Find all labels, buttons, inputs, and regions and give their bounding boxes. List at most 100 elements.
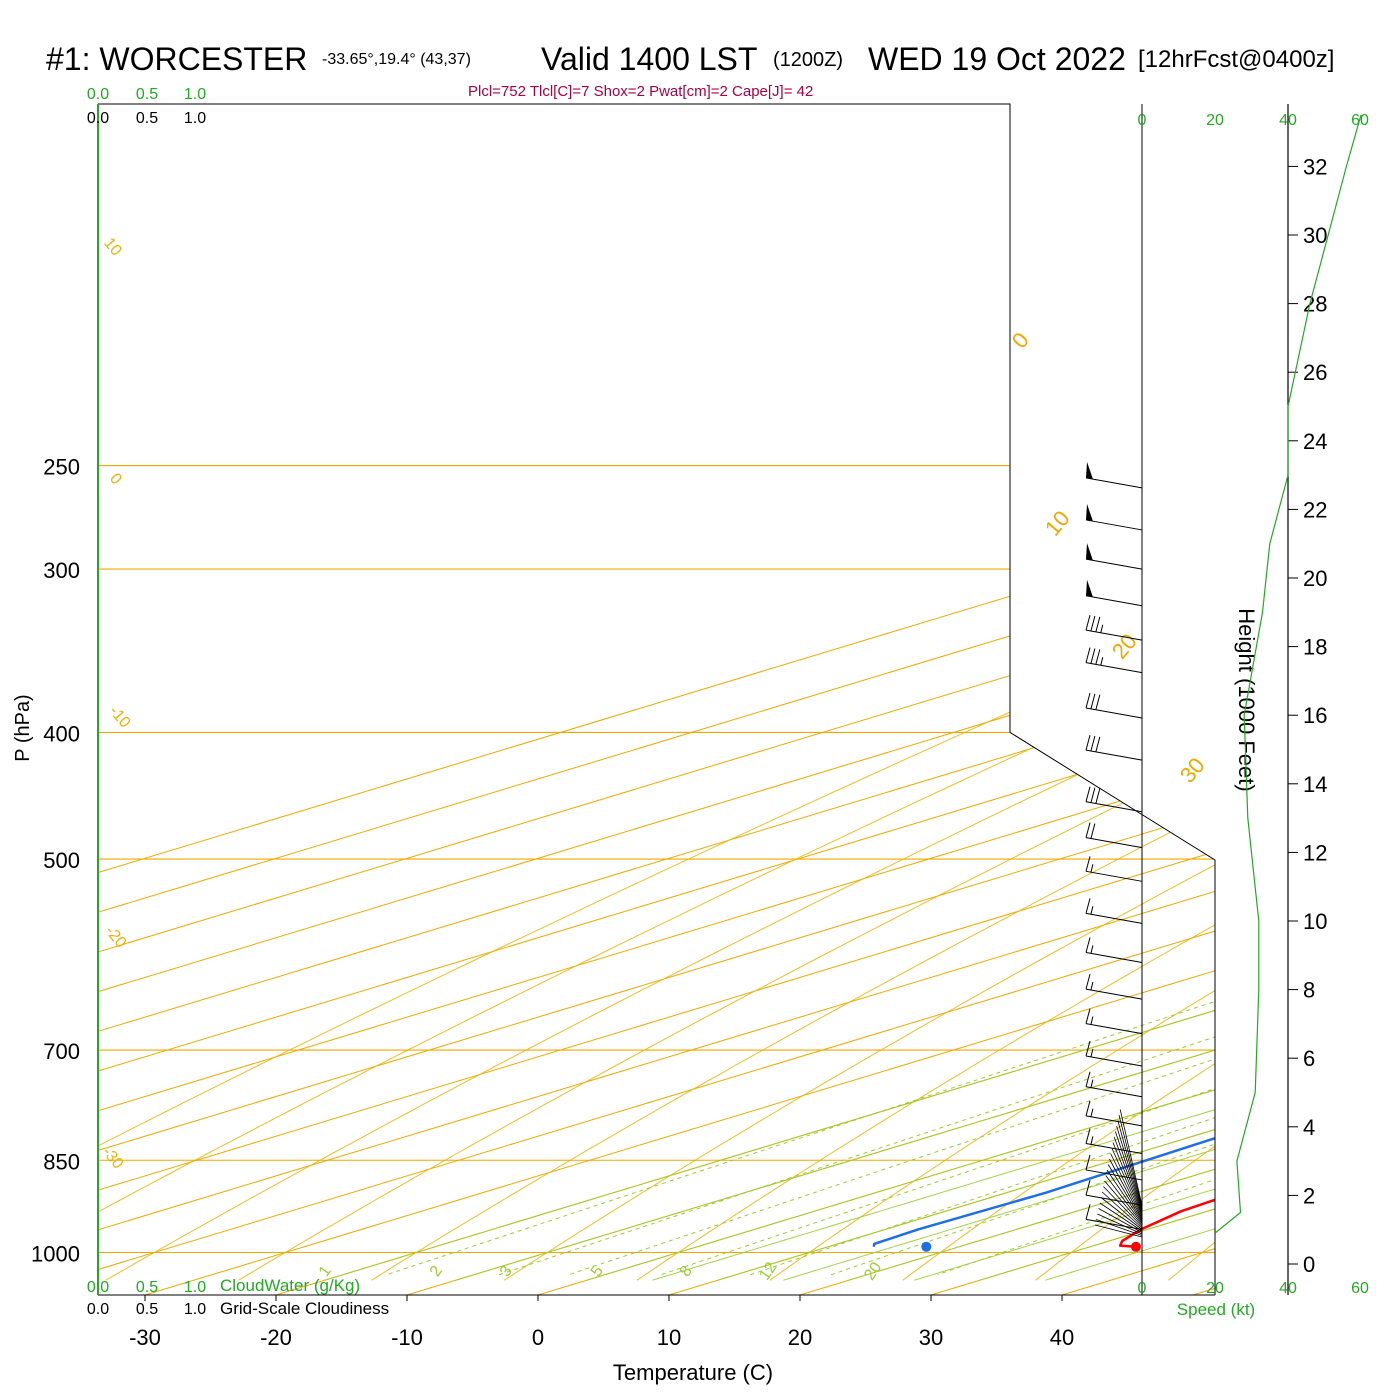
- height-tick-label: 30: [1303, 223, 1327, 248]
- wind-barb-feather: [1085, 937, 1091, 953]
- pressure-tick-label: 500: [43, 848, 80, 873]
- wind-barb-feather: [1090, 693, 1096, 710]
- wind-barb-feather: [1085, 1180, 1091, 1196]
- mixing-ratio-line: [937, 731, 1215, 1276]
- wind-barb: [1085, 937, 1143, 964]
- wind-barb-feather: [1090, 787, 1096, 803]
- wind-barb-feather: [1085, 1154, 1091, 1171]
- wind-barb: [1085, 692, 1143, 719]
- wind-barb-feather: [1090, 615, 1096, 632]
- wind-barb: [1085, 734, 1143, 761]
- wind-barb-staff-low: [1119, 1109, 1143, 1206]
- isotherm-label: 10: [1040, 506, 1075, 541]
- x-tick-label: 20: [788, 1325, 812, 1350]
- height-tick-label: 26: [1303, 360, 1327, 385]
- wind-barb-feather: [1090, 823, 1096, 839]
- wind-barb-feather: [1085, 734, 1091, 751]
- wind-barb-staff: [1085, 1194, 1143, 1206]
- cloud-water-scale-top: 0.5: [136, 86, 158, 103]
- speed-scale-top: 40: [1279, 112, 1297, 129]
- forecast-date: WED 19 Oct 2022: [868, 41, 1126, 77]
- moist-adiabat-line: [455, 465, 1215, 1281]
- wind-barb: [1085, 579, 1143, 607]
- wind-barb-staff-low: [1111, 1147, 1143, 1217]
- wind-barb-half-feather: [1090, 906, 1094, 915]
- mixing-ratio-line: [498, 731, 1215, 1276]
- wind-barb-staff-low: [1113, 1136, 1143, 1214]
- station-coords: -33.65°,19.4° (43,37): [322, 51, 471, 68]
- speed-scale-bottom: 60: [1351, 1280, 1369, 1297]
- height-tick-label: 0: [1303, 1252, 1315, 1277]
- wind-barb: [1085, 615, 1143, 641]
- height-tick-label: 8: [1303, 978, 1315, 1003]
- wind-barb-staff: [1085, 988, 1143, 1000]
- wind-barb-staff: [1085, 912, 1143, 924]
- x-tick-label: -20: [260, 1325, 292, 1350]
- wind-barb: [1085, 1128, 1143, 1155]
- wind-barb-staff: [1085, 558, 1143, 570]
- wind-barb-feather: [1085, 1128, 1091, 1144]
- wind-barb-staff: [1085, 477, 1143, 489]
- moist-adiabat-line: [324, 465, 1215, 1281]
- wind-barb: [1085, 1008, 1143, 1035]
- wind-barb-staff-low: [1096, 1219, 1143, 1236]
- wind-barb: [1085, 647, 1143, 674]
- x-axis-title: Temperature (C): [613, 1360, 773, 1385]
- wind-barb-half-feather: [1090, 1079, 1094, 1088]
- cloudiness-scale-top: 0.5: [136, 110, 158, 127]
- isotherm-label: 20: [1107, 629, 1142, 664]
- isotherm-line: [98, 104, 1215, 1295]
- height-tick-label: 24: [1303, 429, 1327, 454]
- isotherm-line: [98, 104, 1215, 1295]
- wind-barb-feather: [1095, 736, 1101, 752]
- wind-barb-feather: [1090, 735, 1096, 752]
- cloud-water-scale-top: 0.0: [87, 86, 109, 103]
- dewpoint-trace: [872, 486, 1215, 1247]
- dry-adiabat-line: [105, 465, 1215, 1281]
- dry-adiabat-line: [98, 465, 1215, 1281]
- isotherm-line: [144, 104, 1215, 1295]
- cloud-water-scale-bottom: 0.0: [87, 1279, 109, 1296]
- wind-barb-half-feather: [1090, 864, 1094, 873]
- wind-barb-staff: [1085, 595, 1143, 607]
- wind-barb-staff: [1085, 837, 1143, 849]
- wind-barb-staff-low: [1099, 1202, 1143, 1232]
- cloudiness-scale-bottom: 0.0: [87, 1301, 109, 1318]
- mixing-ratio-line: [660, 731, 1215, 1276]
- wind-barb: [1085, 1071, 1143, 1098]
- isotherm-line: [98, 104, 1215, 1295]
- isotherm-line: [98, 104, 1215, 1295]
- wind-barb-staff: [1085, 870, 1143, 882]
- wind-barb-feather: [1085, 1204, 1091, 1220]
- isotherm-line: [98, 104, 1215, 1295]
- isotherm-line: [98, 104, 1215, 1295]
- wind-barb-staff: [1085, 1143, 1143, 1155]
- moist-adiabat-line: [586, 465, 1215, 1281]
- mixing-ratio-label: 8: [677, 1263, 696, 1280]
- wind-barb-staff: [1085, 749, 1143, 761]
- wind-barb-staff-low: [1116, 1125, 1143, 1211]
- pressure-tick-label: 700: [43, 1039, 80, 1064]
- wind-barb-feather: [1085, 1008, 1091, 1024]
- cloudiness-scale-bottom: 0.5: [136, 1301, 158, 1318]
- wind-barb-staff: [1085, 1115, 1143, 1127]
- wind-barb-feather: [1095, 616, 1101, 633]
- surface-temperature-dot: [1130, 1241, 1141, 1252]
- wind-barb-pennant: [1086, 503, 1093, 522]
- x-tick-label: 40: [1050, 1325, 1074, 1350]
- moist-adiabat-line: [979, 465, 1215, 1281]
- wind-barb-staff-low: [1107, 1164, 1143, 1221]
- wind-barb-staff: [1085, 707, 1143, 719]
- station-title: #1: WORCESTER: [46, 41, 308, 77]
- wind-barb-half-feather: [1090, 945, 1094, 954]
- wind-barb-staff-low: [1110, 1153, 1143, 1218]
- wind-barb-staff-low: [1097, 1213, 1143, 1235]
- plot-frame: [98, 103, 1216, 1295]
- wind-barb: [1085, 543, 1143, 570]
- moist-adiabat-line: [652, 465, 1215, 1281]
- moist-adiabat-line: [914, 465, 1215, 1281]
- dry-adiabat-line: [238, 465, 1215, 1281]
- isotherm-line: [1324, 104, 1400, 1295]
- wind-barb-staff: [1085, 1055, 1143, 1067]
